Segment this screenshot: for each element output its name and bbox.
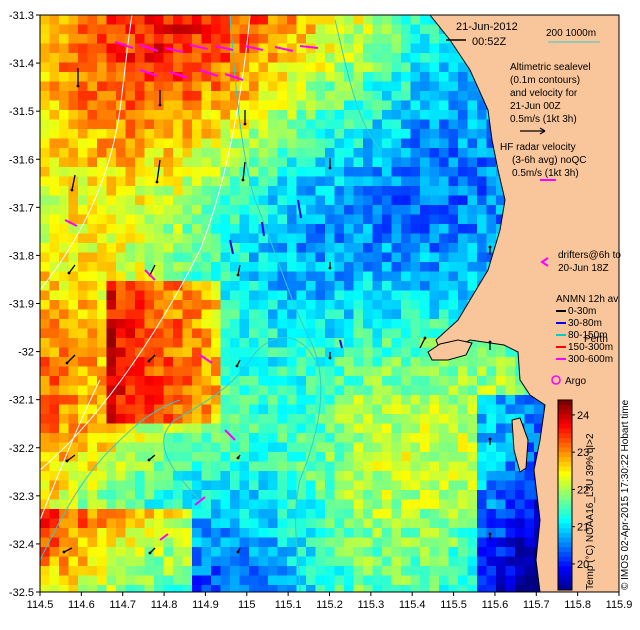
y-tick-label: -31.7 [9,202,34,214]
x-tick-label: 115.8 [564,599,591,611]
argo-label: Argo [565,376,587,387]
colorbar: 20 21 22 23 24 [557,399,589,591]
x-tick-label: 114.7 [109,599,136,611]
svg-text:(3-6h avg) noQC: (3-6h avg) noQC [512,155,586,166]
y-axis: -31.3 -31.4 -31.5 -31.6 -31.7 -31.8 -31.9 -32 -3… [9,10,40,599]
y-tick-label: -31.6 [9,154,34,166]
y-tick-label: -32.2 [9,443,34,455]
anmn-item-label: 150-300m [568,342,613,353]
anmn-legend: ANMN 12h av. 0-30m30-80m80-150m150-300m3… [556,294,620,365]
y-tick-label: -31.9 [9,299,34,311]
y-tick-label: -31.8 [9,250,34,262]
colorbar-tick-label: 20 [577,559,589,571]
svg-text:ANMN 12h av.: ANMN 12h av. [556,294,620,305]
x-tick-label: 114.5 [27,599,54,611]
y-tick-label: -31.4 [9,58,34,70]
y-tick-label: -31.5 [9,106,34,118]
title-block: 21-Jun-2012 00:52Z 200 1000m [446,21,600,48]
anmn-item-label: 0-30m [568,306,596,317]
colorbar-tick-label: 24 [577,410,589,422]
y-tick-label: -32 [18,347,34,359]
x-tick-label: 115.2 [316,599,343,611]
svg-text:and velocity for: and velocity for [510,88,578,99]
anmn-item-label: 80-150m [568,330,607,341]
y-tick-label: -32.3 [9,491,34,503]
svg-text:Altimetric sealevel: Altimetric sealevel [510,62,591,73]
argo-icon [551,375,561,385]
colorbar-tick-label: 22 [577,484,589,496]
x-tick-label: 115.9 [606,599,633,611]
x-tick-label: 114.9 [192,599,219,611]
hf-radar-note: HF radar velocity (3-6h avg) noQC 0.5m/s… [500,142,586,181]
x-tick-label: 115.6 [482,599,509,611]
scale-label: 200 1000m [546,28,596,39]
altimetric-note: Altimetric sealevel (0.1m contours) and … [510,62,591,135]
svg-text:21-Jun 00Z: 21-Jun 00Z [510,101,561,112]
y-tick-label: -32.4 [9,539,34,551]
place-label-perth: Perth [584,334,608,345]
y-tick-label: -32.5 [9,587,34,599]
x-tick-label: 115.3 [357,599,384,611]
x-tick-label: 114.8 [151,599,178,611]
y-tick-label: -32.1 [9,395,34,407]
map-time: 00:52Z [472,36,507,48]
x-tick-label: 114.6 [68,599,95,611]
anmn-item-label: 30-80m [568,318,602,329]
colorbar-tick-label: 21 [577,522,589,534]
svg-text:HF radar velocity: HF radar velocity [500,142,576,153]
x-tick-label: 115.1 [275,599,302,611]
x-axis: 114.5 114.6 114.7 114.8 114.9 115 115.1 115.2 11… [27,592,633,611]
velocity-arrows [62,41,492,555]
svg-text:20-Jun 18Z: 20-Jun 18Z [558,263,609,274]
map-area [40,15,619,592]
svg-text:0.5m/s (1kt 3h): 0.5m/s (1kt 3h) [512,168,579,179]
garden-island [511,417,529,473]
drifters-note: drifters@6h to 20-Jun 18Z [540,250,621,274]
anmn-item-label: 300-600m [568,354,613,365]
svg-text:0.5m/s (1kt 3h): 0.5m/s (1kt 3h) [510,114,577,125]
colorbar-label: Temp (°C) NOAA16_L3U 39% qI>2 [585,433,596,590]
y-tick-label: -31.3 [9,10,34,22]
colorbar-tick-label: 23 [577,447,589,459]
credit-text: © IMOS 02-Apr-2015 17:30:22 Hobart time [620,399,631,590]
x-tick-label: 115.4 [399,599,426,611]
x-tick-label: 115.7 [523,599,550,611]
svg-text:drifters@6h to: drifters@6h to [558,250,621,261]
map-date: 21-Jun-2012 [456,21,518,33]
rottnest-island [427,339,473,361]
svg-text:(0.1m contours): (0.1m contours) [510,75,580,86]
x-tick-label: 115.5 [440,599,467,611]
x-tick-label: 115 [238,599,256,611]
